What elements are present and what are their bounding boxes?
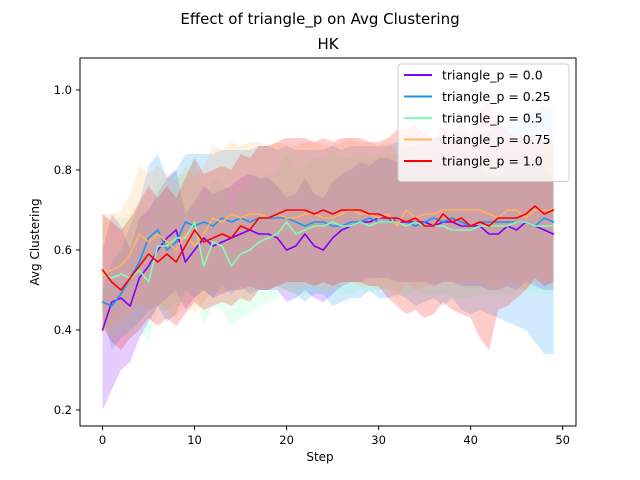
chart-title: Effect of triangle_p on Avg Clustering xyxy=(180,10,459,29)
y-tick-label: 0.6 xyxy=(54,243,72,257)
line-triangle-p-1-0 xyxy=(101,205,555,291)
y-axis-label: Avg Clustering xyxy=(28,198,42,285)
y-tick-label: 0.2 xyxy=(54,403,72,417)
confidence-bands xyxy=(102,102,554,410)
legend-label-triangle-p-0-75: triangle_p = 0.75 xyxy=(442,132,551,147)
y-tick-label: 0.8 xyxy=(54,163,72,177)
x-tick-label: 0 xyxy=(99,433,106,447)
x-tick-label: 30 xyxy=(371,433,386,447)
legend-label-triangle-p-0-25: triangle_p = 0.25 xyxy=(442,89,551,104)
band-triangle-p-0-5 xyxy=(102,154,554,342)
x-axis-ticks: 0 10 20 30 40 50 xyxy=(99,426,570,447)
x-tick-label: 40 xyxy=(463,433,478,447)
legend: triangle_p = 0.0 triangle_p = 0.25 triangl… xyxy=(397,63,570,182)
line-triangle-p-0-5 xyxy=(101,221,555,283)
band-triangle-p-0-75 xyxy=(102,138,554,334)
y-axis-ticks: 0.2 0.4 0.6 0.8 1.0 xyxy=(54,83,80,417)
y-tick-label: 0.4 xyxy=(54,323,72,337)
series-lines xyxy=(101,205,555,331)
legend-label-triangle-p-0-5: triangle_p = 0.5 xyxy=(442,111,543,126)
plot-frame xyxy=(79,57,577,427)
legend-label-triangle-p-1-0: triangle_p = 1.0 xyxy=(442,154,543,169)
y-tick-label: 1.0 xyxy=(54,83,72,97)
x-tick-label: 10 xyxy=(187,433,202,447)
x-axis-label: Step xyxy=(306,450,333,464)
legend-box xyxy=(397,63,570,182)
x-tick-label: 20 xyxy=(279,433,294,447)
chart-subtitle: HK xyxy=(317,35,339,53)
legend-label-triangle-p-0-0: triangle_p = 0.0 xyxy=(442,68,543,83)
x-tick-label: 50 xyxy=(555,433,570,447)
line-triangle-p-0-75 xyxy=(101,209,555,275)
